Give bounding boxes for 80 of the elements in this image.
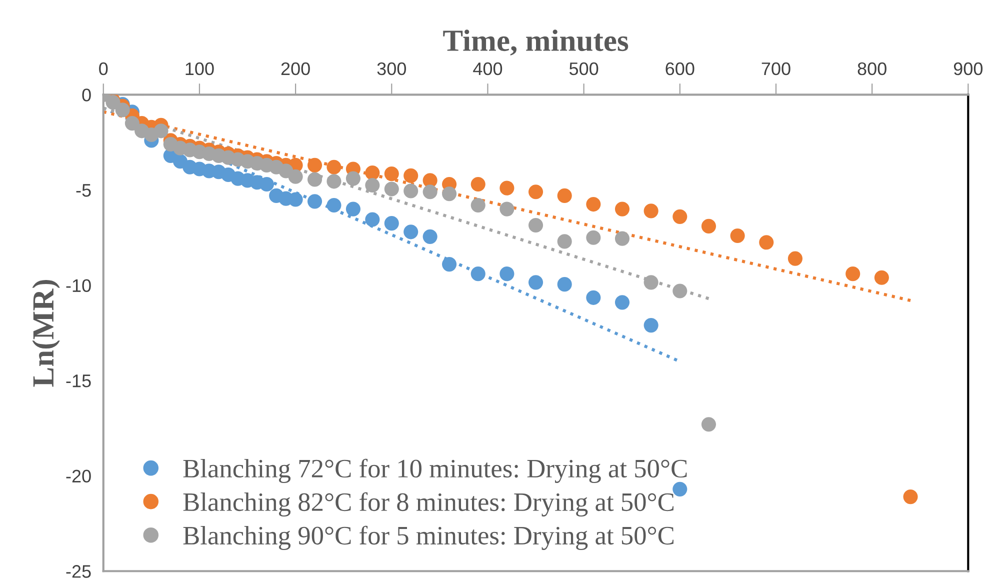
y-tick-label: 0 xyxy=(82,88,91,102)
x-tick-label: 600 xyxy=(666,62,694,76)
point xyxy=(404,224,418,240)
x-tick-label: 300 xyxy=(377,62,406,76)
point xyxy=(307,194,322,209)
point xyxy=(470,176,486,192)
point xyxy=(528,218,544,233)
point xyxy=(404,168,418,183)
point xyxy=(614,231,630,246)
point xyxy=(500,180,514,196)
point xyxy=(259,176,274,192)
point xyxy=(384,216,399,231)
point xyxy=(788,251,802,266)
point xyxy=(528,275,544,290)
point xyxy=(874,270,889,285)
point xyxy=(346,171,360,186)
point xyxy=(730,228,745,244)
point xyxy=(422,229,438,244)
point xyxy=(326,198,342,213)
point xyxy=(644,318,658,333)
point xyxy=(384,182,399,196)
point xyxy=(557,188,572,203)
x-tick-label: 900 xyxy=(954,62,983,76)
x-tick-label: 400 xyxy=(473,62,502,76)
point xyxy=(326,174,342,189)
x-axis-title: Time, minutes xyxy=(443,30,628,56)
point xyxy=(644,204,658,218)
point xyxy=(701,417,716,432)
point xyxy=(500,266,514,282)
legend-label: Blanching 82°C for 8 minutes: Drying at 50°C xyxy=(183,492,674,516)
point xyxy=(672,482,688,496)
x-tick-label: 200 xyxy=(281,62,310,76)
point xyxy=(442,257,457,272)
point xyxy=(557,277,572,292)
y-tick-label: -10 xyxy=(66,279,91,292)
point xyxy=(557,234,572,249)
point xyxy=(903,490,918,504)
point xyxy=(365,178,380,193)
y-axis-title: Ln(MR) xyxy=(32,280,60,387)
point xyxy=(614,202,630,216)
y-tick-label: -20 xyxy=(66,470,91,483)
point xyxy=(672,284,688,298)
point xyxy=(307,172,322,187)
point xyxy=(470,198,486,213)
x-tick-label: 800 xyxy=(858,62,886,76)
point xyxy=(701,218,716,234)
x-tick-label: 500 xyxy=(569,62,598,76)
point xyxy=(326,160,342,174)
y-tick-label: -25 xyxy=(66,565,91,578)
legend-label: Blanching 90°C for 5 minutes: Drying at 50°C xyxy=(183,526,674,550)
point xyxy=(846,266,860,282)
point xyxy=(124,116,140,131)
y-tick-label: -5 xyxy=(76,184,91,197)
point xyxy=(346,202,360,216)
legend-label: Blanching 72°C for 10 minutes: Drying at 50°C xyxy=(183,458,687,483)
y-tick-label: -15 xyxy=(66,374,91,388)
point xyxy=(307,158,322,172)
point xyxy=(759,235,774,250)
point xyxy=(586,196,601,212)
point xyxy=(586,290,601,305)
x-tick-label: 100 xyxy=(186,62,214,76)
point xyxy=(614,295,630,310)
point xyxy=(500,202,514,216)
point xyxy=(404,184,418,198)
point xyxy=(644,275,658,290)
point xyxy=(288,192,303,207)
point xyxy=(442,186,457,202)
point xyxy=(586,230,601,245)
point xyxy=(365,166,380,180)
point xyxy=(384,166,399,182)
point xyxy=(365,212,380,227)
point xyxy=(470,266,486,282)
point xyxy=(528,184,544,200)
point xyxy=(672,209,688,224)
point xyxy=(288,169,303,184)
x-tick-label: 700 xyxy=(762,62,790,76)
point xyxy=(115,102,130,118)
point xyxy=(422,184,438,200)
x-tick-label: 0 xyxy=(99,62,108,76)
point xyxy=(154,124,168,138)
